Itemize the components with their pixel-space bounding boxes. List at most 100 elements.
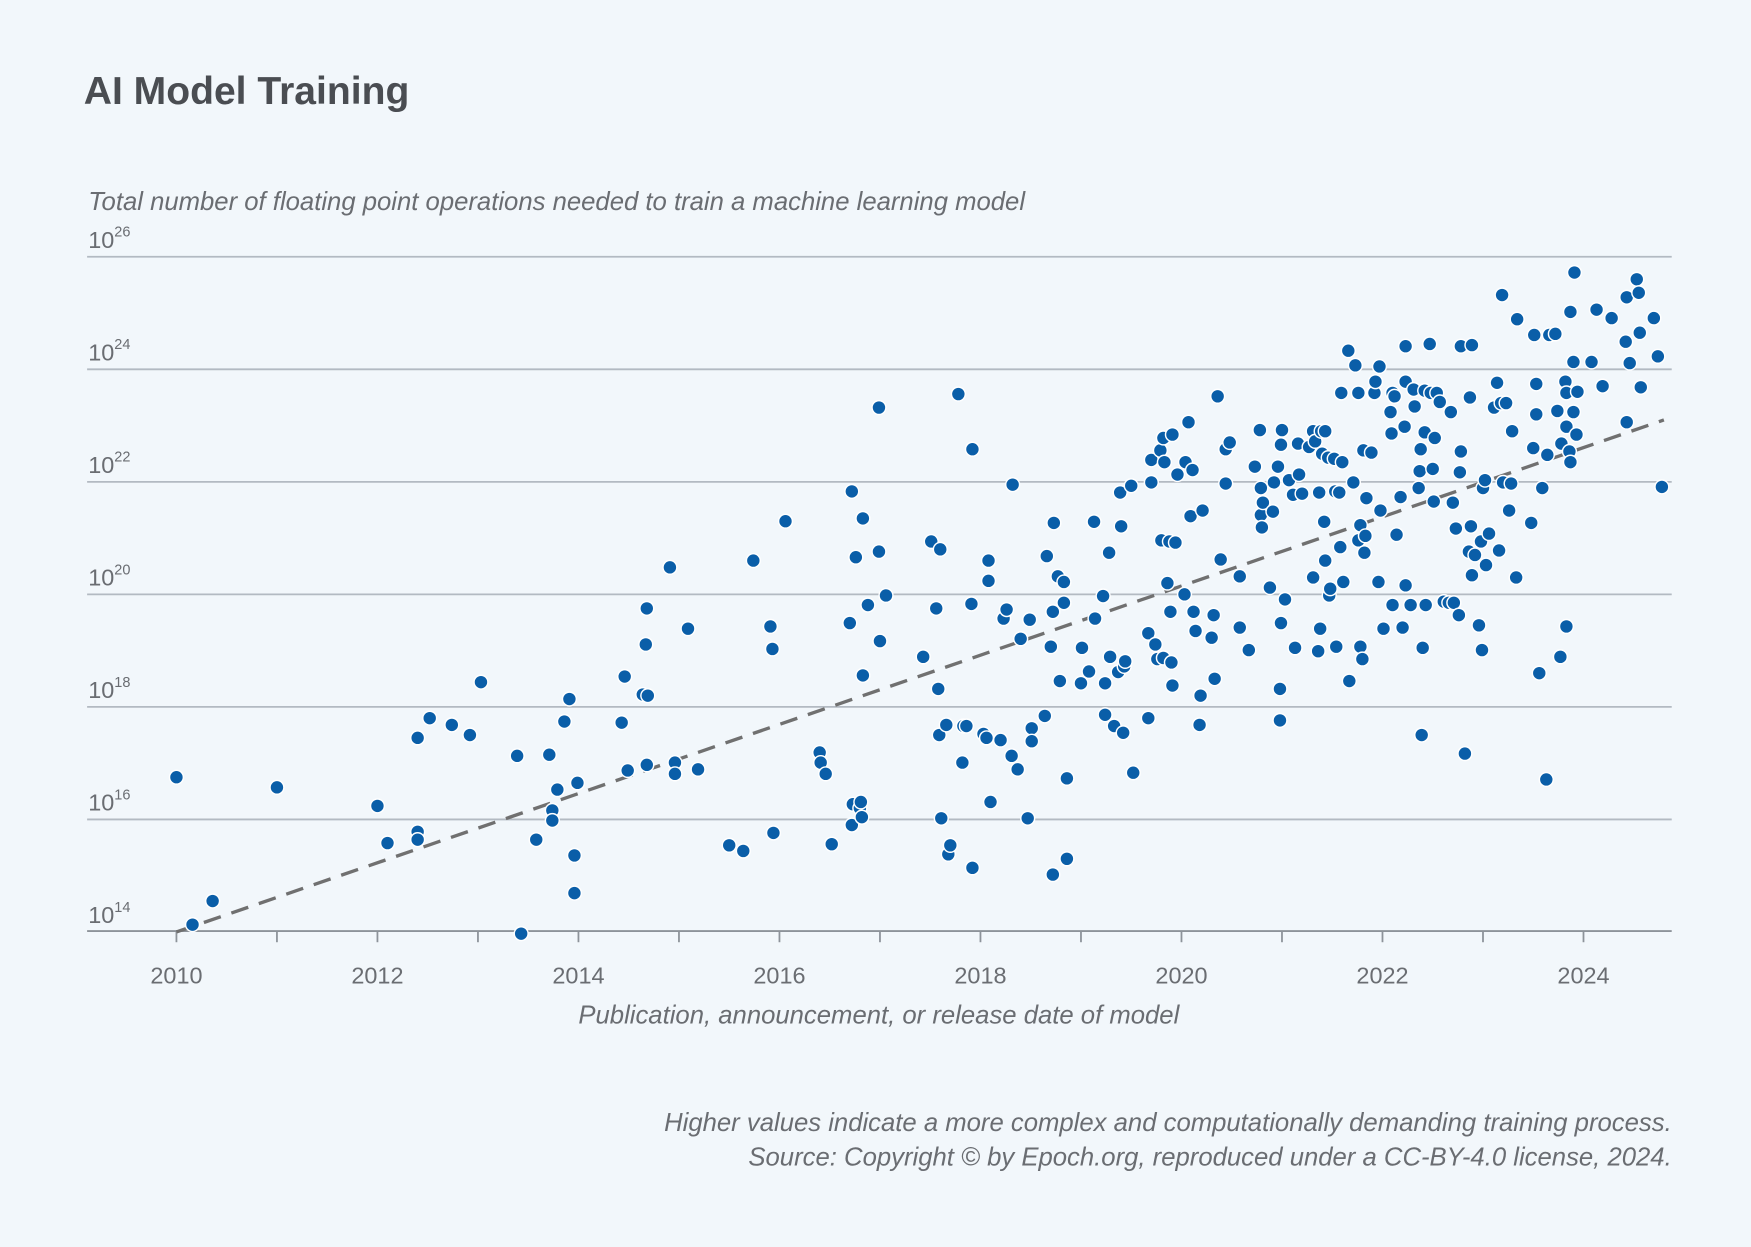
data-point bbox=[1310, 643, 1326, 659]
data-point bbox=[1464, 337, 1480, 353]
data-point bbox=[566, 885, 583, 901]
data-point bbox=[980, 552, 997, 569]
data-point bbox=[1618, 334, 1634, 350]
y-tick-label: 1024 bbox=[88, 337, 130, 365]
data-point bbox=[1412, 463, 1428, 479]
data-point bbox=[1274, 422, 1290, 438]
data-point bbox=[1024, 733, 1040, 749]
data-point bbox=[1241, 642, 1257, 658]
data-point bbox=[1013, 631, 1029, 647]
data-point bbox=[933, 810, 949, 826]
data-point bbox=[444, 717, 460, 733]
data-point bbox=[1270, 458, 1286, 475]
data-point bbox=[1187, 623, 1204, 639]
data-point bbox=[824, 836, 840, 852]
data-point bbox=[1491, 542, 1507, 559]
data-point bbox=[549, 781, 565, 798]
data-point bbox=[1273, 437, 1289, 453]
x-axis-label: Publication, announcement, or release da… bbox=[578, 1002, 1180, 1030]
data-point bbox=[1218, 475, 1234, 492]
data-point bbox=[1357, 528, 1374, 544]
data-point bbox=[1562, 304, 1579, 320]
data-point bbox=[1552, 649, 1569, 665]
data-point bbox=[541, 747, 557, 763]
data-point bbox=[1254, 519, 1270, 536]
y-tick-exponent: 22 bbox=[114, 450, 130, 466]
data-point bbox=[409, 730, 426, 746]
data-point bbox=[1549, 403, 1566, 419]
data-point bbox=[556, 713, 573, 730]
data-point bbox=[617, 668, 633, 685]
y-axis-label: Total number of floating point operation… bbox=[88, 188, 1026, 216]
data-point bbox=[992, 732, 1009, 748]
data-point bbox=[998, 601, 1015, 618]
data-point bbox=[1045, 866, 1061, 883]
data-point bbox=[1392, 489, 1409, 505]
data-point bbox=[1113, 518, 1129, 534]
data-point bbox=[1253, 480, 1269, 496]
data-point bbox=[1037, 708, 1053, 724]
data-point bbox=[871, 543, 887, 560]
data-point bbox=[528, 832, 544, 848]
y-tick-exponent: 26 bbox=[114, 225, 130, 241]
data-point bbox=[1583, 354, 1600, 370]
data-point bbox=[1087, 610, 1103, 627]
data-point bbox=[1194, 502, 1211, 519]
y-tick-label: 1026 bbox=[88, 225, 130, 253]
data-point bbox=[1206, 671, 1223, 687]
data-point bbox=[1654, 479, 1670, 495]
data-point bbox=[844, 483, 860, 500]
data-point bbox=[1350, 385, 1367, 401]
data-point bbox=[848, 549, 864, 565]
data-point bbox=[1039, 548, 1055, 564]
x-tick-label: 2020 bbox=[1155, 963, 1207, 989]
x-tick-label: 2010 bbox=[150, 963, 202, 989]
data-point bbox=[1247, 458, 1263, 475]
data-point bbox=[1631, 285, 1647, 301]
data-point bbox=[1383, 425, 1400, 442]
data-point bbox=[1162, 604, 1179, 620]
data-point bbox=[1413, 441, 1429, 457]
y-tick-label: 1016 bbox=[88, 787, 130, 815]
data-point bbox=[1397, 338, 1414, 354]
data-point bbox=[1547, 326, 1564, 342]
data-point bbox=[1375, 621, 1392, 637]
data-point bbox=[1265, 504, 1281, 520]
x-tick-label: 2018 bbox=[954, 963, 1006, 989]
data-point bbox=[1277, 591, 1293, 608]
data-point bbox=[269, 779, 285, 796]
data-point bbox=[1352, 639, 1369, 655]
data-point bbox=[1474, 642, 1490, 658]
data-point bbox=[942, 837, 958, 853]
data-point bbox=[1262, 579, 1278, 596]
data-point bbox=[1603, 310, 1620, 326]
data-point bbox=[639, 600, 655, 617]
data-point bbox=[1097, 707, 1113, 723]
data-point bbox=[1291, 466, 1307, 483]
data-point bbox=[844, 817, 860, 833]
data-point bbox=[1402, 597, 1419, 613]
data-point bbox=[1205, 607, 1222, 623]
data-point bbox=[1317, 552, 1333, 569]
data-point bbox=[1457, 745, 1473, 762]
data-point bbox=[1372, 502, 1389, 519]
data-point bbox=[1081, 663, 1097, 680]
data-point bbox=[1367, 374, 1384, 390]
y-tick-exponent: 20 bbox=[114, 562, 130, 578]
data-point bbox=[509, 748, 525, 764]
data-point bbox=[721, 837, 737, 853]
data-point bbox=[1418, 597, 1434, 613]
data-point bbox=[765, 825, 782, 841]
data-point bbox=[1255, 495, 1271, 511]
data-point bbox=[168, 769, 185, 785]
data-point bbox=[735, 843, 751, 859]
data-point bbox=[473, 674, 489, 690]
data-point bbox=[1363, 444, 1380, 461]
data-point bbox=[1345, 474, 1361, 491]
data-points bbox=[168, 264, 1670, 942]
data-point bbox=[938, 717, 954, 733]
data-point bbox=[1056, 595, 1072, 611]
data-point bbox=[1169, 466, 1186, 483]
data-point bbox=[1568, 426, 1585, 443]
